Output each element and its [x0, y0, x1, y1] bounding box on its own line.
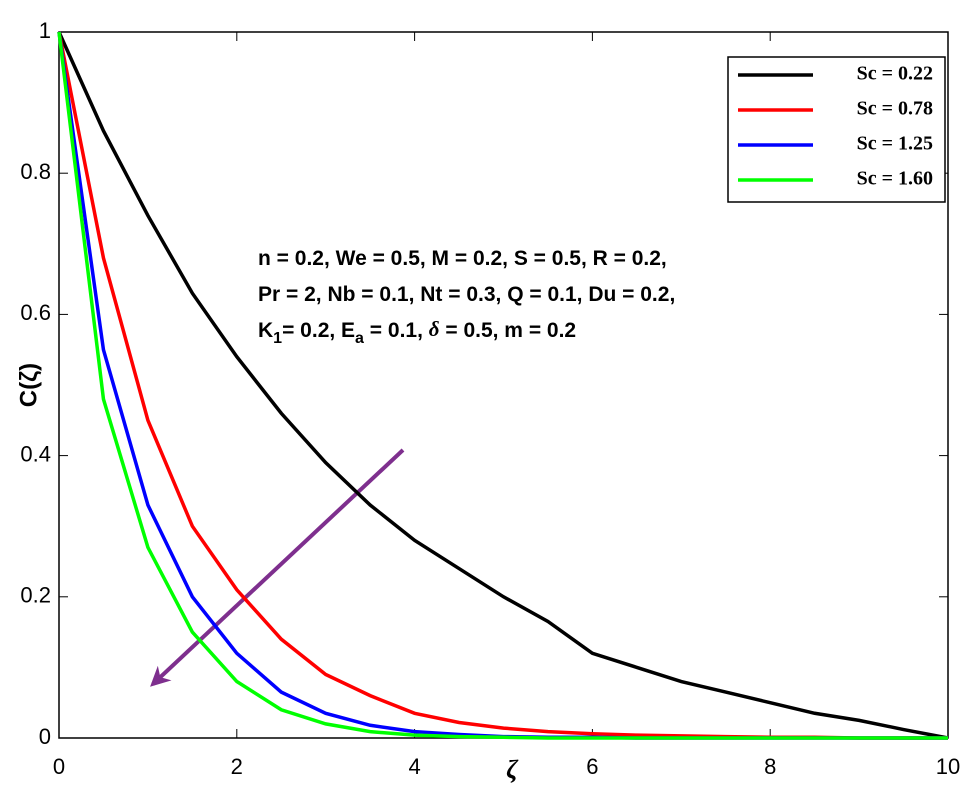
x-tick-label: 10: [936, 754, 960, 779]
annotation-part: δ: [429, 317, 440, 341]
annotation-part: a: [355, 330, 364, 347]
y-tick-label: 0.4: [20, 441, 51, 466]
y-tick-label: 0: [39, 724, 51, 749]
x-axis-label: ζ: [506, 755, 519, 784]
data-line: [57, 31, 949, 740]
annotation: n = 0.2, We = 0.5, M = 0.2, S = 0.5, R =…: [258, 247, 667, 270]
x-tick-label: 8: [764, 754, 776, 779]
annotation-part: Pr = 2, Nb = 0.1, Nt = 0.3, Q = 0.1, Du …: [258, 283, 675, 306]
legend-label: Sc = 1.60: [857, 168, 933, 190]
annotation-part: K: [258, 319, 273, 342]
annotation: Pr = 2, Nb = 0.1, Nt = 0.3, Q = 0.1, Du …: [258, 283, 675, 306]
annotation-part: = 0.1,: [364, 319, 429, 342]
x-tick-label: 2: [231, 754, 243, 779]
annotation-part: = 0.2, E: [282, 319, 355, 342]
y-tick-label: 0.8: [20, 159, 51, 184]
y-tick-label: 0.6: [20, 300, 51, 325]
x-tick-label: 0: [53, 754, 65, 779]
legend-label: Sc = 0.78: [857, 98, 933, 120]
annotation-part: n = 0.2, We = 0.5, M = 0.2, S = 0.5, R =…: [258, 247, 667, 270]
data-line: [57, 31, 948, 740]
annotation-part: = 0.5, m = 0.2: [440, 319, 577, 342]
legend-label: Sc = 0.22: [857, 63, 933, 85]
annotation: K1= 0.2, Ea = 0.1, δ = 0.5, m = 0.2: [258, 317, 576, 347]
legend-box: [727, 56, 946, 203]
annotation-part: 1: [273, 330, 282, 347]
x-tick-label: 4: [408, 754, 420, 779]
y-axis-label: C(ζ): [15, 363, 42, 407]
y-tick-label: 1: [39, 18, 51, 43]
legend-label: Sc = 1.25: [857, 133, 933, 155]
trend-arrow: [150, 448, 405, 687]
y-tick-label: 0.2: [20, 583, 51, 608]
x-tick-label: 6: [586, 754, 598, 779]
